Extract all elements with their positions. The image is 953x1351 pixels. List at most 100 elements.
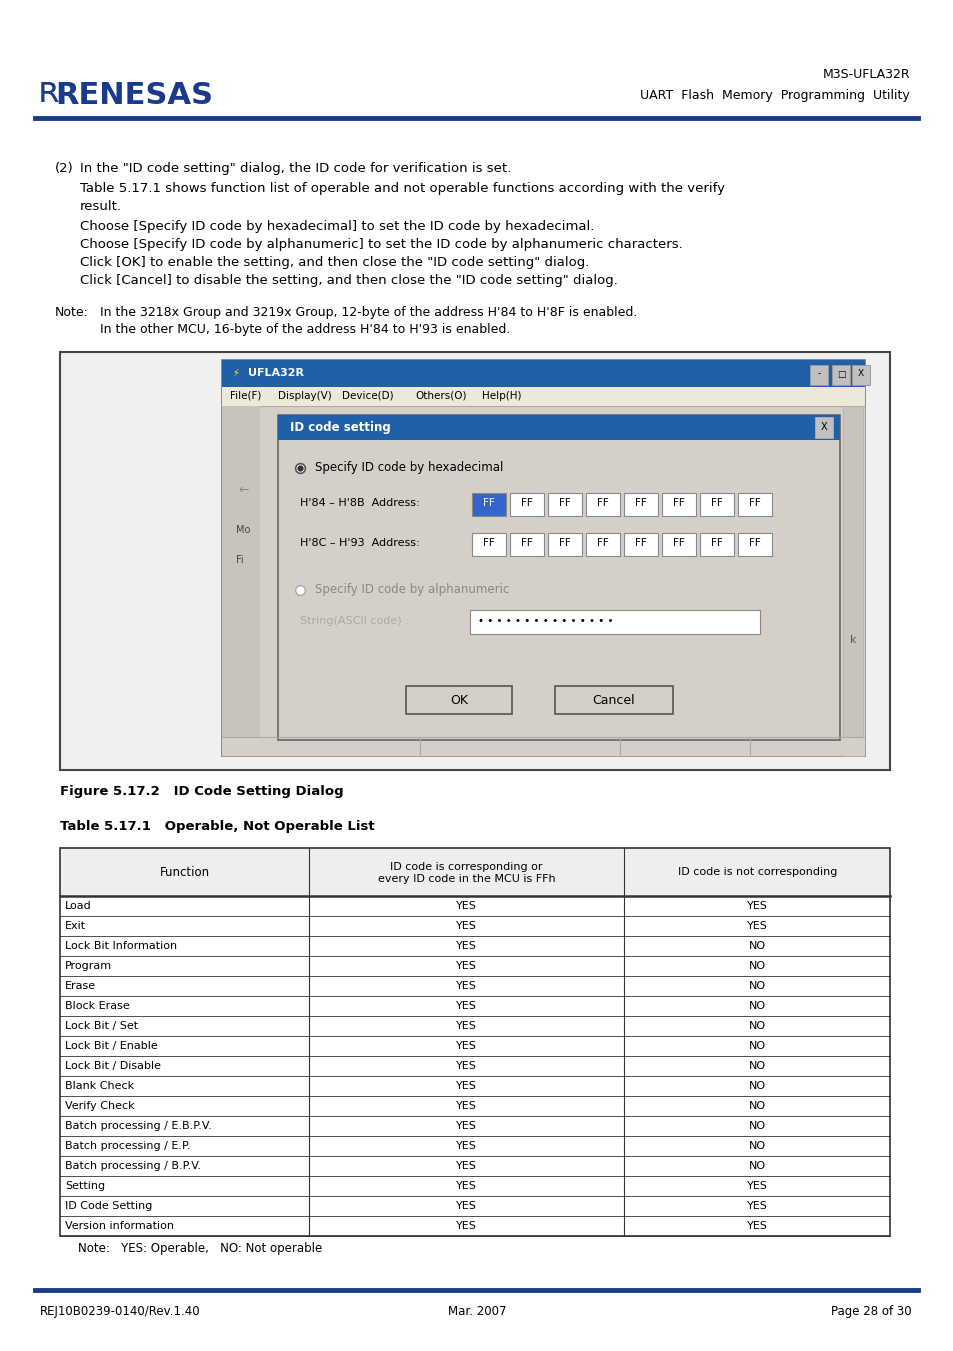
- Text: Block Erase: Block Erase: [65, 1001, 130, 1011]
- Text: X: X: [857, 370, 863, 378]
- FancyBboxPatch shape: [738, 534, 771, 557]
- Text: YES: YES: [456, 921, 476, 931]
- Text: Table 5.17.1   Operable, Not Operable List: Table 5.17.1 Operable, Not Operable List: [60, 820, 375, 834]
- FancyBboxPatch shape: [60, 936, 889, 957]
- Text: Choose [Specify ID code by hexadecimal] to set the ID code by hexadecimal.: Choose [Specify ID code by hexadecimal] …: [80, 220, 594, 232]
- FancyBboxPatch shape: [60, 1156, 889, 1175]
- Text: Table 5.17.1 shows function list of operable and not operable functions accordin: Table 5.17.1 shows function list of oper…: [80, 182, 724, 195]
- Text: YES: YES: [456, 942, 476, 951]
- Text: NO: NO: [748, 1142, 765, 1151]
- Text: NO: NO: [748, 1061, 765, 1071]
- FancyBboxPatch shape: [60, 353, 889, 770]
- Text: NO: NO: [748, 1001, 765, 1011]
- FancyBboxPatch shape: [60, 957, 889, 975]
- Text: Page 28 of 30: Page 28 of 30: [830, 1305, 911, 1319]
- FancyBboxPatch shape: [60, 996, 889, 1016]
- Text: -: -: [817, 370, 820, 378]
- FancyBboxPatch shape: [623, 534, 658, 557]
- Text: YES: YES: [746, 1181, 767, 1192]
- Text: FF: FF: [558, 538, 570, 549]
- Text: Batch processing / E.P.: Batch processing / E.P.: [65, 1142, 191, 1151]
- Text: every ID code in the MCU is FFh: every ID code in the MCU is FFh: [377, 874, 555, 884]
- Text: result.: result.: [80, 200, 122, 213]
- FancyBboxPatch shape: [60, 1096, 889, 1116]
- FancyBboxPatch shape: [814, 417, 832, 438]
- FancyBboxPatch shape: [510, 534, 543, 557]
- Text: YES: YES: [746, 921, 767, 931]
- Text: Lock Bit / Disable: Lock Bit / Disable: [65, 1061, 161, 1071]
- FancyBboxPatch shape: [60, 1056, 889, 1075]
- Text: YES: YES: [746, 1201, 767, 1210]
- FancyBboxPatch shape: [623, 493, 658, 516]
- Text: Note:: Note:: [55, 305, 89, 319]
- FancyBboxPatch shape: [406, 686, 512, 713]
- Text: NO: NO: [748, 1021, 765, 1031]
- Text: YES: YES: [456, 1001, 476, 1011]
- Text: NO: NO: [748, 1161, 765, 1171]
- Text: ID code setting: ID code setting: [290, 420, 391, 434]
- Text: Choose [Specify ID code by alphanumeric] to set the ID code by alphanumeric char: Choose [Specify ID code by alphanumeric]…: [80, 238, 682, 251]
- Text: Batch processing / E.B.P.V.: Batch processing / E.B.P.V.: [65, 1121, 212, 1131]
- FancyBboxPatch shape: [222, 359, 864, 757]
- Text: FF: FF: [482, 499, 495, 508]
- FancyBboxPatch shape: [472, 493, 505, 516]
- Text: Specify ID code by alphanumeric: Specify ID code by alphanumeric: [314, 584, 509, 597]
- Text: YES: YES: [456, 1121, 476, 1131]
- Text: Setting: Setting: [65, 1181, 105, 1192]
- Text: NO: NO: [748, 1121, 765, 1131]
- FancyBboxPatch shape: [60, 1016, 889, 1036]
- Text: NO: NO: [748, 1101, 765, 1111]
- Text: Load: Load: [65, 901, 91, 911]
- Text: X: X: [820, 422, 826, 432]
- Text: YES: YES: [456, 1161, 476, 1171]
- FancyBboxPatch shape: [60, 1036, 889, 1056]
- FancyBboxPatch shape: [661, 493, 696, 516]
- Text: Lock Bit / Enable: Lock Bit / Enable: [65, 1042, 157, 1051]
- FancyBboxPatch shape: [700, 493, 733, 516]
- Text: Mar. 2007: Mar. 2007: [447, 1305, 506, 1319]
- Text: NO: NO: [748, 981, 765, 992]
- Text: NO: NO: [748, 961, 765, 971]
- Text: FF: FF: [635, 499, 646, 508]
- Text: FF: FF: [558, 499, 570, 508]
- Text: ʀ: ʀ: [38, 76, 60, 109]
- Text: Display(V): Display(V): [277, 390, 332, 401]
- Text: Mo: Mo: [235, 526, 250, 535]
- Text: YES: YES: [456, 1061, 476, 1071]
- FancyBboxPatch shape: [60, 1116, 889, 1136]
- Text: FF: FF: [597, 538, 608, 549]
- FancyBboxPatch shape: [510, 493, 543, 516]
- Text: String(ASCII code) :: String(ASCII code) :: [299, 616, 408, 626]
- Text: In the other MCU, 16-byte of the address H'84 to H'93 is enabled.: In the other MCU, 16-byte of the address…: [100, 323, 510, 336]
- Text: Specify ID code by hexadecimal: Specify ID code by hexadecimal: [314, 462, 503, 474]
- Text: Lock Bit / Set: Lock Bit / Set: [65, 1021, 138, 1031]
- FancyBboxPatch shape: [555, 686, 672, 713]
- Text: FF: FF: [482, 538, 495, 549]
- FancyBboxPatch shape: [585, 493, 619, 516]
- Text: ID Code Setting: ID Code Setting: [65, 1201, 152, 1210]
- Text: Click [OK] to enable the setting, and then close the "ID code setting" dialog.: Click [OK] to enable the setting, and th…: [80, 255, 589, 269]
- FancyBboxPatch shape: [60, 848, 889, 896]
- Text: Function: Function: [159, 866, 210, 878]
- Text: Batch processing / B.P.V.: Batch processing / B.P.V.: [65, 1161, 201, 1171]
- Text: Note:   YES: Operable,   NO: Not operable: Note: YES: Operable, NO: Not operable: [78, 1242, 322, 1255]
- FancyBboxPatch shape: [661, 534, 696, 557]
- FancyBboxPatch shape: [60, 916, 889, 936]
- Text: YES: YES: [456, 981, 476, 992]
- Text: NO: NO: [748, 1042, 765, 1051]
- Text: UFLA32R: UFLA32R: [248, 367, 304, 378]
- Text: YES: YES: [456, 1181, 476, 1192]
- FancyBboxPatch shape: [277, 415, 840, 440]
- FancyBboxPatch shape: [585, 534, 619, 557]
- Text: Fi: Fi: [235, 555, 243, 565]
- FancyBboxPatch shape: [277, 415, 840, 740]
- Text: In the "ID code setting" dialog, the ID code for verification is set.: In the "ID code setting" dialog, the ID …: [80, 162, 511, 176]
- Text: In the 3218x Group and 3219x Group, 12-byte of the address H'84 to H'8F is enabl: In the 3218x Group and 3219x Group, 12-b…: [100, 305, 637, 319]
- FancyBboxPatch shape: [222, 386, 864, 407]
- FancyBboxPatch shape: [842, 407, 862, 757]
- Text: FF: FF: [635, 538, 646, 549]
- Text: Cancel: Cancel: [592, 693, 635, 707]
- FancyBboxPatch shape: [222, 407, 260, 757]
- Text: ⚡: ⚡: [232, 367, 238, 378]
- Text: ID code is not corresponding: ID code is not corresponding: [677, 867, 836, 877]
